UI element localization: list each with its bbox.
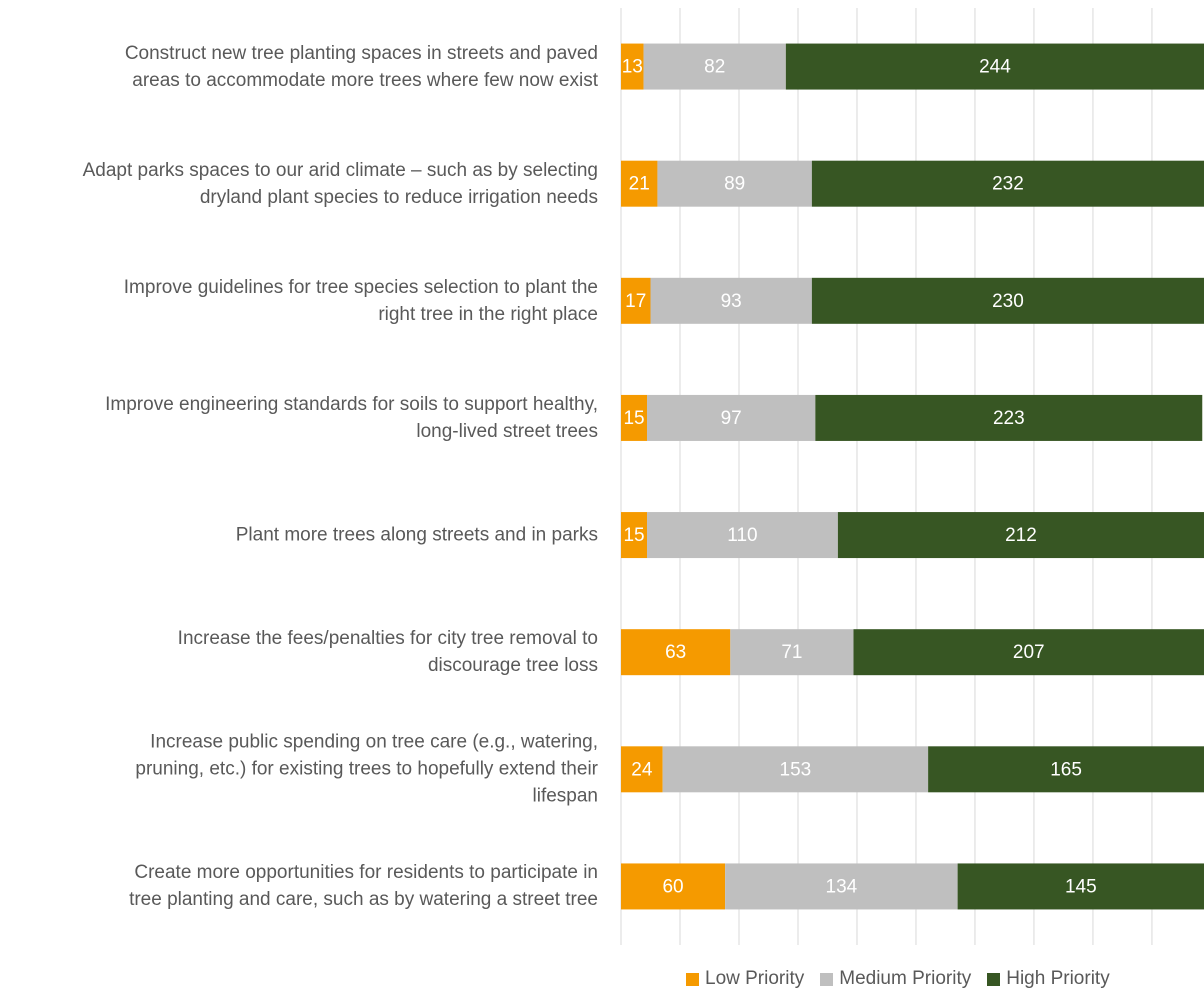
bar-segment bbox=[730, 629, 854, 676]
category-label: Create more opportunities for residents … bbox=[129, 862, 598, 911]
category-label: Adapt parks spaces to our arid climate –… bbox=[82, 159, 598, 208]
value-label: 15 bbox=[623, 408, 644, 429]
bar-segment bbox=[621, 277, 651, 324]
legend: Low Priority Medium Priority High Priority bbox=[686, 968, 1110, 990]
bar-segment bbox=[647, 512, 838, 559]
category-label: Increase public spending on tree care (e… bbox=[135, 731, 598, 807]
value-label: 232 bbox=[992, 174, 1024, 195]
category-label: Increase the fees/penalties for city tre… bbox=[177, 628, 598, 677]
bar-segment bbox=[621, 629, 731, 676]
value-label: 230 bbox=[992, 291, 1024, 312]
bar-segment bbox=[650, 277, 812, 324]
bar-segment bbox=[621, 160, 658, 207]
bar-segment bbox=[811, 277, 1204, 324]
grid bbox=[620, 8, 1153, 945]
category-label: Improve engineering standards for soils … bbox=[105, 393, 598, 442]
value-label: 60 bbox=[662, 876, 683, 897]
legend-item: Low Priority bbox=[686, 968, 804, 990]
value-label: 24 bbox=[631, 759, 653, 780]
bar-segment bbox=[928, 746, 1204, 793]
value-label: 165 bbox=[1050, 759, 1082, 780]
bar-segment bbox=[657, 160, 812, 207]
bar-segment bbox=[815, 394, 1203, 441]
bar-segment bbox=[621, 863, 726, 910]
legend-item: Medium Priority bbox=[820, 968, 971, 990]
bar-segment bbox=[853, 629, 1204, 676]
legend-swatch bbox=[686, 972, 699, 986]
value-label: 134 bbox=[826, 876, 858, 897]
value-label: 21 bbox=[629, 174, 650, 195]
category-label: Improve guidelines for tree species sele… bbox=[123, 276, 598, 325]
bar-segment bbox=[643, 43, 786, 90]
value-label: 145 bbox=[1065, 876, 1097, 897]
bar-segment bbox=[837, 512, 1204, 559]
bar-segment bbox=[621, 43, 644, 90]
value-label: 244 bbox=[979, 57, 1011, 78]
bar-segment bbox=[725, 863, 958, 910]
value-label: 223 bbox=[993, 408, 1025, 429]
bar-segment bbox=[647, 394, 816, 441]
category-label: Construct new tree planting spaces in st… bbox=[124, 42, 598, 91]
value-label: 153 bbox=[780, 759, 812, 780]
value-label: 207 bbox=[1013, 642, 1045, 663]
value-label: 17 bbox=[625, 291, 646, 312]
bar-segment bbox=[957, 863, 1204, 910]
bar-segment bbox=[621, 394, 648, 441]
legend-item: High Priority bbox=[987, 968, 1110, 990]
value-label: 212 bbox=[1005, 525, 1037, 546]
bar-segment bbox=[621, 512, 648, 559]
value-label: 110 bbox=[727, 525, 757, 546]
legend-swatch bbox=[987, 972, 1001, 986]
bar-segment bbox=[811, 160, 1204, 207]
value-label: 89 bbox=[724, 174, 745, 195]
value-label: 97 bbox=[721, 408, 742, 429]
value-label: 82 bbox=[704, 57, 725, 78]
value-label: 63 bbox=[665, 642, 686, 663]
value-label: 15 bbox=[623, 525, 644, 546]
bar-segment bbox=[621, 746, 663, 793]
legend-swatch bbox=[820, 972, 834, 986]
bars: 13 82 244 21 89 232 17 93 230 15 97 223 15 110 212 63 71… bbox=[621, 43, 1204, 910]
legend-label: High Priority bbox=[1006, 968, 1110, 989]
bar-segment bbox=[785, 43, 1204, 90]
value-label: 71 bbox=[781, 642, 802, 663]
bar-segment bbox=[662, 746, 929, 793]
legend-label: Low Priority bbox=[705, 968, 805, 989]
category-label: Plant more trees along streets and in pa… bbox=[235, 524, 598, 546]
value-label: 93 bbox=[721, 291, 742, 312]
value-label: 13 bbox=[622, 57, 643, 78]
legend-label: Medium Priority bbox=[839, 968, 972, 989]
